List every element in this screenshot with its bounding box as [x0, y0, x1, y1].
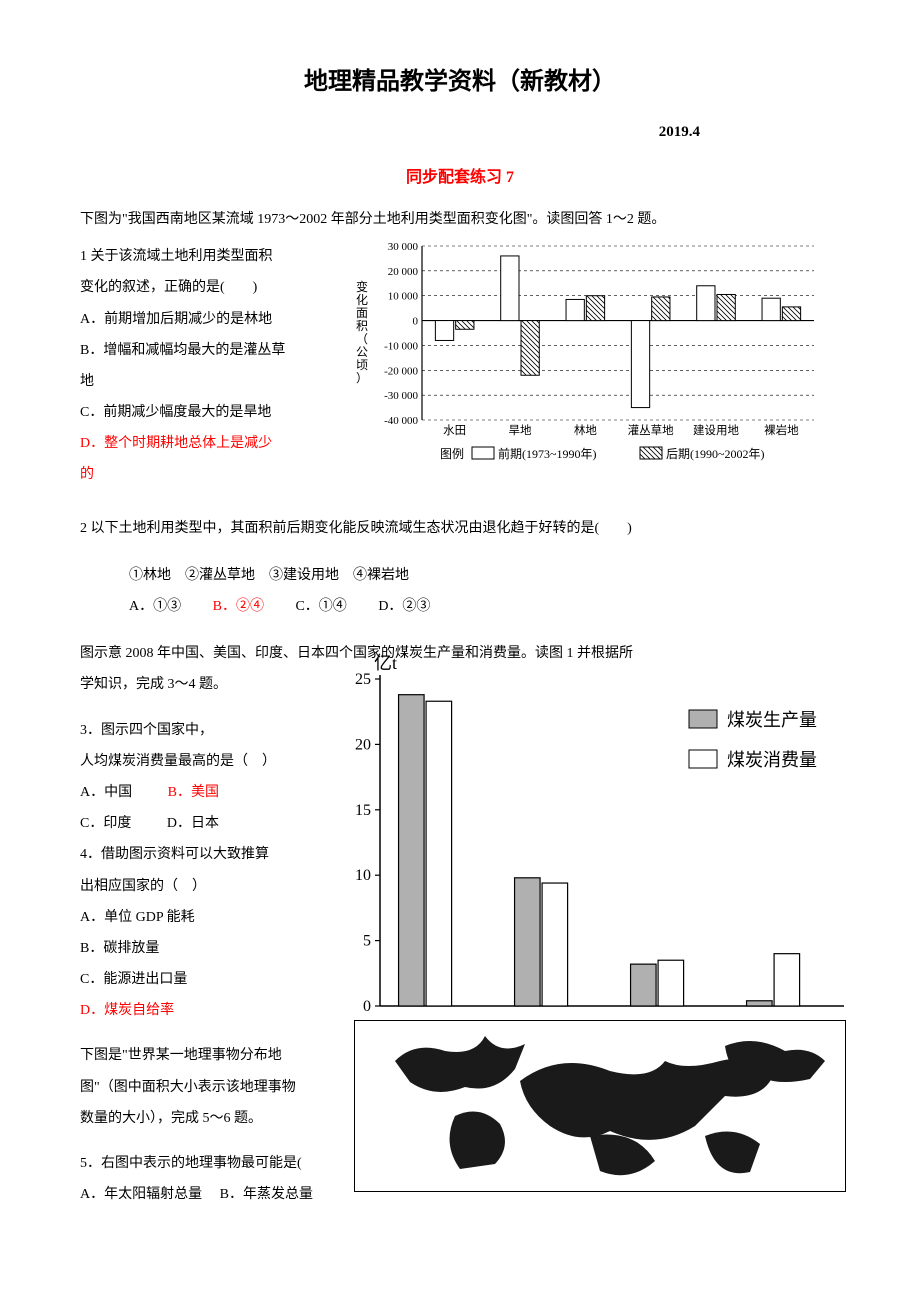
svg-text:后期(1990~2002年): 后期(1990~2002年) [666, 447, 765, 461]
q2-options: A．①③ B．②④ C．①④ D．②③ [80, 594, 840, 619]
svg-text:20: 20 [355, 737, 371, 754]
q2-option-d: D．②③ [378, 594, 430, 619]
svg-text:煤炭消费量: 煤炭消费量 [727, 750, 817, 770]
section4-intro-line1: 下图是"世界某一地理事物分布地 [80, 1043, 318, 1068]
q2-option-a: A．①③ [129, 594, 181, 619]
svg-text:-30 000: -30 000 [384, 390, 418, 402]
svg-text:林地: 林地 [574, 423, 597, 437]
svg-text:亿t: 亿t [374, 653, 397, 673]
svg-text:前期(1973~1990年): 前期(1973~1990年) [498, 446, 597, 461]
q1-stem-line2: 变化的叙述，正确的是( ) [80, 275, 328, 300]
q3-option-b: B．美国 [168, 785, 219, 800]
svg-text:20 000: 20 000 [388, 266, 419, 278]
svg-text:建设用地: 建设用地 [693, 423, 739, 437]
q5-stem: 5．右图中表示的地理事物最可能是( [80, 1151, 360, 1176]
q3-stem-line1: 3．图示四个国家中， [80, 718, 318, 743]
q3-option-c: C．印度 [80, 816, 131, 831]
svg-text:-10 000: -10 000 [384, 341, 418, 353]
svg-text:0: 0 [413, 316, 419, 328]
world-map-svg [355, 1021, 845, 1191]
q3-options-line2: C．印度 D．日本 [80, 811, 318, 836]
q3-option-a: A．中国 [80, 785, 132, 800]
q3-options-line1: A．中国 B．美国 [80, 780, 318, 805]
q1-option-b-line1: B．增幅和减幅均最大的是灌丛草 [80, 338, 328, 363]
svg-text:裸岩地: 裸岩地 [764, 423, 799, 437]
svg-text:-40 000: -40 000 [384, 415, 418, 427]
svg-text:5: 5 [363, 933, 371, 950]
svg-text:15: 15 [355, 802, 371, 819]
svg-text:0: 0 [363, 998, 371, 1015]
chart2-svg: 0 5 10 15 20 25亿t 煤炭生产量煤炭消费量 [334, 649, 854, 1024]
q4-stem-line2: 出相应国家的（ ） [80, 874, 318, 899]
chart1-svg: 30 000 20 000 10 000 0 -10 000 -20 000 -30 000… [344, 238, 824, 468]
section4-intro-line2: 图"（图中面积大小表示该地理事物 [80, 1075, 318, 1100]
q3-stem-line2: 人均煤炭消费量最高的是（ ） [80, 749, 318, 774]
svg-text:煤炭生产量: 煤炭生产量 [727, 710, 817, 730]
q1-option-b-line2: 地 [80, 369, 328, 394]
world-map-figure [354, 1020, 846, 1192]
q2-choice-items: ①林地 ②灌丛草地 ③建设用地 ④裸岩地 [80, 563, 840, 588]
svg-text:-20 000: -20 000 [384, 365, 418, 377]
svg-text:水田: 水田 [443, 424, 466, 437]
q3-option-d: D．日本 [167, 816, 219, 831]
q1-stem-line1: 1 关于该流域土地利用类型面积 [80, 244, 328, 269]
q1-option-d-line1: D．整个时期耕地总体上是减少 [80, 431, 328, 456]
q5-option-a: A．年太阳辐射总量 [80, 1187, 202, 1202]
q1-option-a: A．前期增加后期减少的是林地 [80, 307, 328, 332]
svg-text:10 000: 10 000 [388, 291, 419, 303]
q4-option-a: A．单位 GDP 能耗 [80, 905, 318, 930]
section3-intro-line2: 学知识，完成 3～4 题。 [80, 672, 318, 697]
svg-text:25: 25 [355, 671, 371, 688]
q4-option-d: D．煤炭自给率 [80, 998, 318, 1023]
section1-intro: 下图为"我国西南地区某流域 1973～2002 年部分土地利用类型面积变化图"。… [80, 207, 840, 232]
q2-option-c: C．①④ [295, 594, 346, 619]
svg-text:图例: 图例 [440, 447, 464, 461]
q1-option-c: C．前期减少幅度最大的是旱地 [80, 400, 328, 425]
q4-stem-line1: 4．借助图示资料可以大致推算 [80, 842, 318, 867]
q2-option-b: B．②④ [213, 594, 264, 619]
svg-text:旱地: 旱地 [509, 424, 532, 437]
q4-option-b: B．碳排放量 [80, 936, 318, 961]
svg-text:10: 10 [355, 867, 371, 884]
svg-text:30 000: 30 000 [388, 241, 419, 253]
page-title: 地理精品教学资料（新教材） [80, 60, 840, 103]
q1-option-d-line2: 的 [80, 462, 328, 487]
q2-stem: 2 以下土地利用类型中，其面积前后期变化能反映流域生态状况由退化趋于好转的是( … [80, 516, 840, 541]
page-subtitle: 同步配套练习 7 [80, 164, 840, 193]
page-date: 2019.4 [80, 119, 840, 146]
q5-option-b: B．年蒸发总量 [220, 1187, 313, 1202]
svg-text:灌丛草地: 灌丛草地 [628, 424, 674, 437]
chart1-container: 30 000 20 000 10 000 0 -10 000 -20 000 -30 000… [344, 238, 840, 468]
q4-option-c: C．能源进出口量 [80, 967, 318, 992]
section4-intro-line3: 数量的大小），完成 5～6 题。 [80, 1106, 318, 1131]
svg-text:变化面积（公顷）: 变化面积（公顷） [356, 279, 368, 385]
